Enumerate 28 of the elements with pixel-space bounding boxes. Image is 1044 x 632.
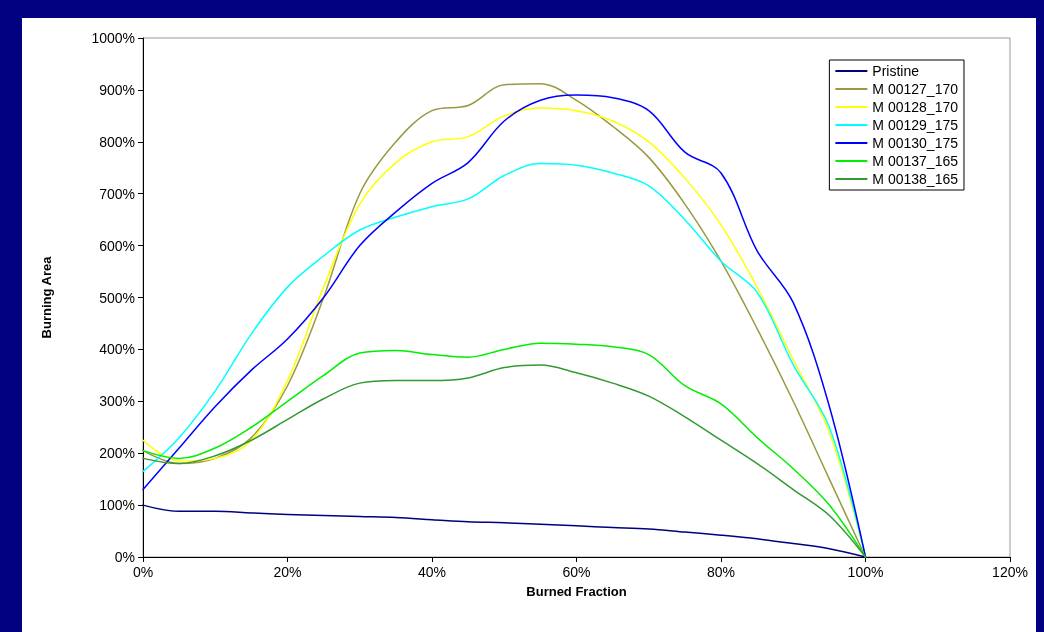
line-series — [142, 504, 867, 558]
y-tick-label: 100% — [99, 497, 135, 514]
y-tick-label: 600% — [99, 237, 135, 254]
legend-label: M 00137_165 — [872, 153, 959, 169]
y-tick-label: 200% — [99, 445, 135, 462]
x-tick-label: 20% — [273, 564, 302, 580]
x-tick-label: 120% — [992, 564, 1028, 580]
y-axis-title: Burning Area — [39, 255, 54, 339]
legend-label: M 00130_175 — [872, 135, 959, 151]
y-tick-label: 0% — [114, 549, 135, 565]
y-tick-label: 1000% — [91, 30, 135, 46]
y-tick-label: 300% — [99, 393, 135, 410]
legend-label: M 00129_175 — [872, 117, 959, 133]
y-tick-label: 500% — [99, 289, 135, 306]
x-tick-label: 80% — [706, 564, 736, 580]
y-tick-label: 900% — [99, 81, 135, 98]
x-tick-label: 0% — [132, 564, 154, 580]
y-tick-label: 700% — [99, 185, 135, 202]
legend-label: M 00127_170 — [872, 81, 959, 97]
legend-label: Pristine — [872, 63, 920, 79]
x-tick-label: 100% — [847, 564, 884, 580]
legend-label: M 00128_170 — [872, 99, 959, 115]
y-tick-label: 800% — [99, 133, 135, 150]
legend-label: M 00138_165 — [872, 171, 959, 187]
x-tick-label: 40% — [417, 564, 447, 580]
x-tick-label: 60% — [562, 564, 591, 580]
y-tick-label: 400% — [99, 341, 135, 358]
x-axis-title: Burned Fraction — [526, 584, 627, 599]
